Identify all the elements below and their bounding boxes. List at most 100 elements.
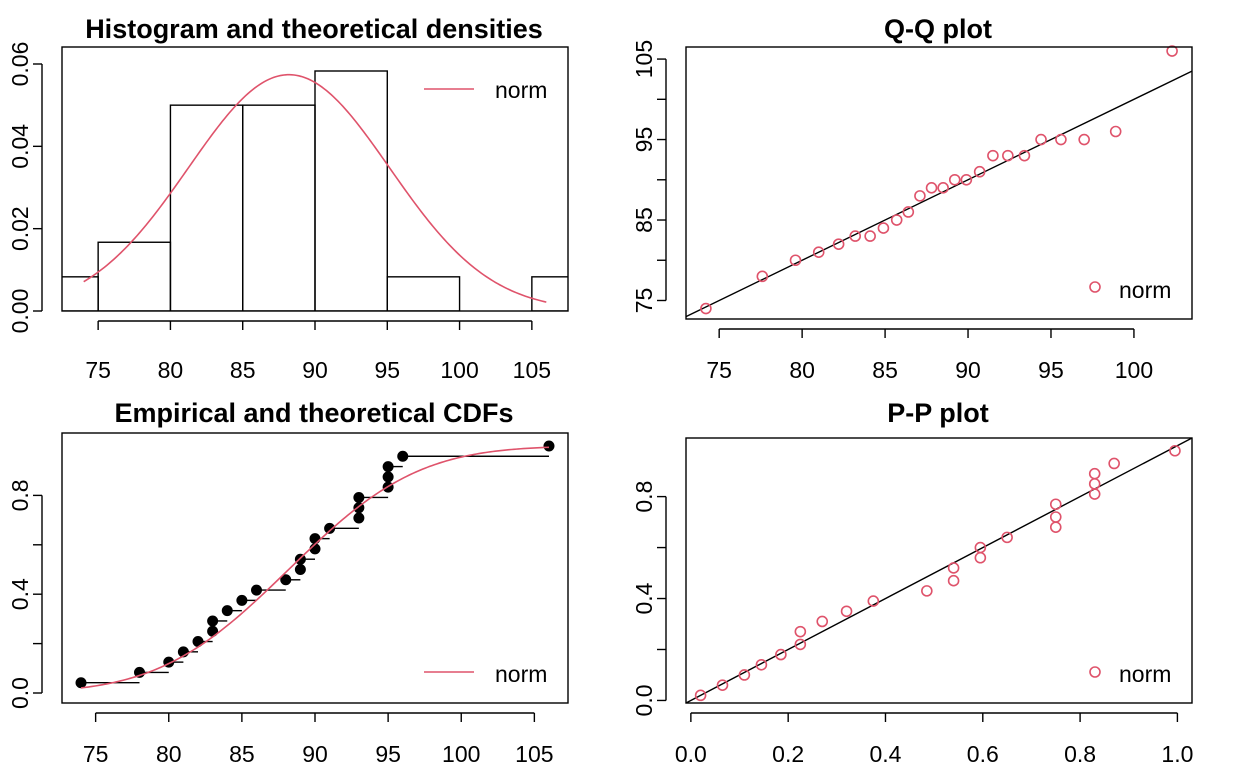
pp-x-tick-label: 1.0 xyxy=(1161,741,1193,767)
ecdf-point xyxy=(207,615,219,627)
qq-point xyxy=(832,238,845,250)
legend-norm-label: norm xyxy=(1119,277,1171,303)
pp-x-tick-label: 0.8 xyxy=(1064,741,1096,767)
legend-norm-symbol xyxy=(1089,666,1101,678)
histogram-bar xyxy=(386,276,461,311)
pp-x-tick-label: 0.4 xyxy=(869,741,901,767)
pp-point xyxy=(840,605,853,618)
qq-x-tick-label: 100 xyxy=(1115,357,1153,383)
cdf-panel: Empirical and theoretical CDFs 75 80 85 90 9… xyxy=(7,398,569,767)
cdf-x-tick-label: 85 xyxy=(229,741,255,767)
histogram-y-tick-label: 0.04 xyxy=(7,124,33,169)
qq-x-tick-label: 85 xyxy=(872,357,898,383)
qq-point xyxy=(925,182,938,194)
pp-panel: P-P plot 0.0 0.2 0.4 0.6 0.8 1.0 0.0 0.4 0.8 norm xyxy=(631,398,1193,767)
qq-point xyxy=(1035,133,1047,146)
ecdf-point xyxy=(353,491,365,503)
qq-x-tick-label: 80 xyxy=(789,357,815,383)
qq-point xyxy=(849,230,862,242)
ecdf-steps xyxy=(81,455,549,684)
cdf-y-tick-label: 0.0 xyxy=(7,677,33,709)
cdf-y-tick-label: 0.8 xyxy=(7,479,33,511)
cdf-x-tick-label: 105 xyxy=(515,741,553,767)
pp-point xyxy=(716,679,729,691)
ecdf-point xyxy=(543,440,555,452)
ecdf-point xyxy=(353,512,365,524)
histogram-title: Histogram and theoretical densities xyxy=(85,14,543,44)
qq-y-tick-label: 85 xyxy=(631,207,657,233)
norm-cdf-curve xyxy=(80,446,550,689)
pp-point xyxy=(947,562,960,574)
histogram-x-tick-label: 100 xyxy=(440,357,478,383)
qq-point xyxy=(960,173,973,186)
pp-point xyxy=(816,615,829,628)
ecdf-point xyxy=(294,564,306,575)
qq-point xyxy=(1018,149,1031,162)
qq-point xyxy=(1078,133,1090,146)
pp-y-tick-label: 0.0 xyxy=(631,684,657,716)
histogram-x-tick-label: 105 xyxy=(513,357,551,383)
pp-plot-frame xyxy=(685,437,1193,704)
qq-panel: Q-Q plot 75 80 85 90 95 100 75 85 95 105 norm xyxy=(631,14,1193,383)
pp-reference-line xyxy=(685,437,1193,704)
qq-x-tick-label: 75 xyxy=(706,357,732,383)
ecdf-point xyxy=(251,584,263,596)
qq-point xyxy=(877,222,890,234)
cdf-x-tick-label: 95 xyxy=(375,741,401,767)
histogram-x-tick-label: 85 xyxy=(230,357,256,383)
qq-plot-frame xyxy=(685,46,1193,320)
qq-title: Q-Q plot xyxy=(884,14,992,44)
ecdf-point xyxy=(397,450,409,462)
pp-point xyxy=(1049,498,1062,511)
qq-point xyxy=(789,254,802,267)
qq-point xyxy=(890,214,903,226)
cdf-x-tick-label: 90 xyxy=(302,741,328,767)
pp-point xyxy=(794,638,807,651)
histogram-y-tick-label: 0.00 xyxy=(7,289,33,334)
pp-point xyxy=(755,658,768,671)
pp-point xyxy=(694,689,707,702)
pp-point xyxy=(921,585,933,597)
histogram-panel: Histogram and theoretical densities 75 80… xyxy=(7,14,569,383)
qq-point xyxy=(812,246,825,259)
cdf-title: Empirical and theoretical CDFs xyxy=(114,398,513,428)
pp-x-tick-label: 0.0 xyxy=(675,741,707,767)
qq-point xyxy=(1166,45,1178,57)
legend-norm-symbol xyxy=(1089,281,1101,293)
qq-point xyxy=(864,230,876,242)
qq-point xyxy=(948,173,961,186)
qq-point xyxy=(987,149,999,162)
pp-point xyxy=(1049,511,1062,523)
qq-point xyxy=(1055,133,1067,146)
pp-point xyxy=(867,595,880,607)
qq-point xyxy=(902,206,915,218)
histogram-plot-frame xyxy=(61,46,569,312)
pp-point xyxy=(775,648,787,661)
cdf-x-tick-label: 80 xyxy=(156,741,182,767)
pp-point xyxy=(1169,444,1181,457)
qq-point xyxy=(700,302,712,315)
ecdf-point xyxy=(221,605,233,617)
pp-point xyxy=(1001,531,1013,544)
qq-y-tick-label: 95 xyxy=(631,127,657,153)
histogram-x-tick-label: 95 xyxy=(374,357,400,383)
histogram-x-tick-label: 90 xyxy=(302,357,328,383)
qq-x-tick-label: 95 xyxy=(1038,357,1064,383)
histogram-bar xyxy=(314,70,388,311)
qq-y-tick-label: 75 xyxy=(631,288,657,314)
pp-point xyxy=(1108,457,1120,470)
pp-point xyxy=(794,625,807,638)
pp-y-tick-label: 0.8 xyxy=(631,481,657,513)
pp-y-tick-label: 0.4 xyxy=(631,582,657,614)
pp-point xyxy=(738,669,751,681)
pp-x-tick-label: 0.6 xyxy=(967,741,999,767)
cdf-x-tick-label: 75 xyxy=(83,741,109,767)
ecdf-point xyxy=(236,594,248,606)
cdf-plot-frame xyxy=(61,432,569,704)
cdf-x-tick-label: 100 xyxy=(442,741,480,767)
cdf-y-tick-label: 0.4 xyxy=(7,578,33,610)
histogram-x-tick-label: 80 xyxy=(158,357,184,383)
histogram-x-tick-label: 75 xyxy=(85,357,111,383)
ecdf-point xyxy=(280,574,292,586)
